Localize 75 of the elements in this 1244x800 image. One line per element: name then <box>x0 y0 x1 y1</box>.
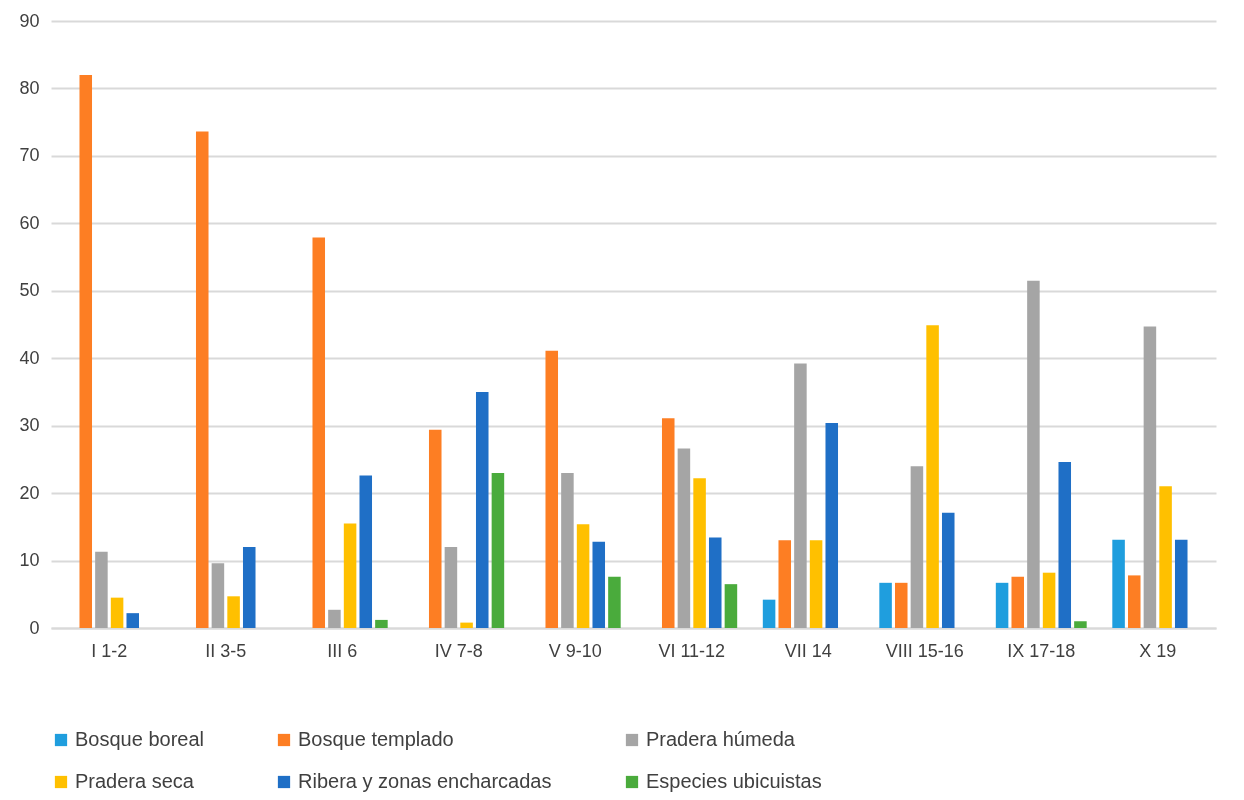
legend-label: Ribera y zonas encharcadas <box>298 770 552 792</box>
bar <box>894 582 908 628</box>
y-tick-label: 0 <box>29 617 40 638</box>
y-tick-label: 50 <box>19 280 40 301</box>
bar <box>1074 621 1087 628</box>
legend-label: Pradera seca <box>75 770 195 792</box>
bar <box>328 609 341 628</box>
y-tick-label: 60 <box>19 212 40 233</box>
bar <box>995 582 1009 628</box>
bar <box>661 418 675 628</box>
bar <box>1042 572 1056 628</box>
bar <box>359 475 373 628</box>
bar <box>794 363 807 628</box>
bar <box>941 512 955 628</box>
bar <box>460 622 473 628</box>
y-tick-label: 20 <box>19 482 40 503</box>
legend-label: Bosque boreal <box>75 728 204 750</box>
bar <box>95 551 108 628</box>
bar <box>809 540 823 628</box>
bar <box>1027 280 1040 628</box>
bar <box>1058 462 1072 628</box>
y-tick-label: 10 <box>19 550 40 571</box>
y-tick-label: 30 <box>19 415 40 436</box>
legend-label: Especies ubicuistas <box>646 770 822 792</box>
bar <box>778 540 792 628</box>
x-tick-label: I 1-2 <box>91 640 128 661</box>
bar <box>227 596 240 628</box>
bar <box>708 537 722 628</box>
bar <box>211 563 225 628</box>
bar <box>693 478 706 628</box>
x-tick-label: II 3-5 <box>205 640 247 661</box>
bar <box>592 541 606 628</box>
bar <box>1127 575 1141 628</box>
bar <box>677 448 691 628</box>
x-tick-label: X 19 <box>1139 640 1177 661</box>
bar <box>1112 539 1125 628</box>
bar <box>561 472 574 628</box>
bar <box>242 547 256 628</box>
bar <box>375 619 388 628</box>
bar <box>195 131 209 628</box>
bar <box>110 597 124 628</box>
bar <box>79 74 93 628</box>
bar <box>825 422 839 628</box>
bar <box>475 391 489 628</box>
bar <box>1011 576 1025 628</box>
bar <box>126 613 140 628</box>
bar <box>608 576 621 628</box>
x-tick-label: VI 11-12 <box>658 640 726 661</box>
bar <box>545 350 559 628</box>
y-tick-label: 90 <box>19 10 40 31</box>
bar <box>428 429 442 628</box>
bar <box>926 325 939 628</box>
bar <box>1143 326 1157 628</box>
x-tick-label: V 9-10 <box>548 640 602 661</box>
bar <box>724 584 738 628</box>
x-tick-label: VII 14 <box>784 640 832 661</box>
bar <box>576 524 590 628</box>
bar <box>910 466 924 628</box>
bar <box>762 599 776 628</box>
bar <box>491 472 505 628</box>
bar <box>1159 486 1172 628</box>
x-tick-label: III 6 <box>327 640 358 661</box>
bar <box>444 547 458 628</box>
x-tick-label: IV 7-8 <box>434 640 483 661</box>
bar <box>343 523 357 628</box>
y-tick-label: 80 <box>19 77 40 98</box>
legend-label: Pradera húmeda <box>646 728 796 750</box>
bar <box>1174 539 1188 628</box>
y-tick-label: 40 <box>19 347 40 368</box>
bar <box>879 582 892 628</box>
x-tick-label: IX 17-18 <box>1007 640 1076 661</box>
bar <box>312 237 326 628</box>
legend-label: Bosque templado <box>298 728 454 750</box>
x-tick-label: VIII 15-16 <box>885 640 964 661</box>
y-tick-label: 70 <box>19 145 40 166</box>
